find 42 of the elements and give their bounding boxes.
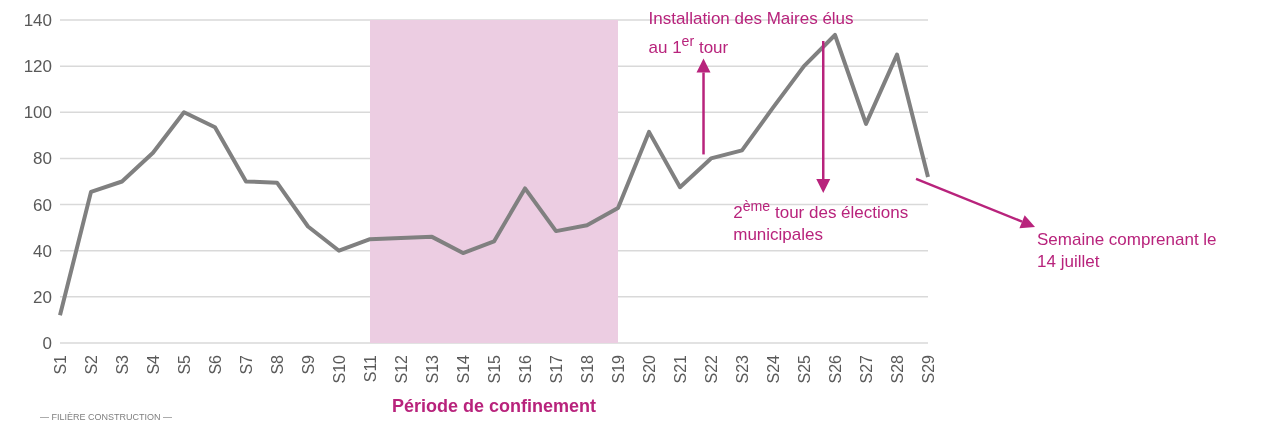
x-tick-label: S23	[733, 354, 751, 384]
x-tick-label: S2	[82, 354, 100, 375]
x-tick-label: S20	[640, 354, 658, 384]
x-tick-label: S15	[485, 354, 503, 384]
y-tick-label: 20	[33, 287, 52, 307]
x-tick-label: S21	[671, 354, 689, 384]
y-tick-label: 40	[33, 241, 52, 261]
y-tick-label: 100	[23, 103, 52, 123]
x-tick-label: S22	[702, 354, 720, 384]
band-label: Période de confinement	[390, 396, 597, 417]
x-tick-label: S28	[888, 354, 906, 384]
x-tick-label: S25	[795, 354, 813, 384]
x-tick-label: S19	[609, 354, 627, 384]
x-tick-label: S10	[330, 354, 348, 384]
x-tick-label: S27	[857, 354, 875, 384]
x-tick-label: S1	[51, 354, 69, 375]
x-tick-label: S3	[113, 354, 131, 375]
x-tick-label: S24	[764, 354, 782, 384]
x-tick-label: S26	[826, 354, 844, 384]
x-tick-label: S7	[237, 354, 255, 375]
x-tick-label: S8	[268, 354, 286, 375]
annotation: 2$^{ème}$ tour des élections municipales	[733, 197, 910, 246]
x-tick-label: S17	[547, 354, 565, 384]
x-tick-label: S12	[392, 354, 410, 384]
y-tick-label: 80	[33, 149, 52, 169]
y-tick-label: 120	[23, 57, 52, 77]
x-tick-label: S9	[299, 354, 317, 375]
text: — FILIÈRE CONSTRUCTION —	[40, 412, 173, 422]
x-tick-label: S16	[516, 354, 534, 384]
y-tick-label: 0	[42, 334, 52, 354]
x-tick-label: S6	[206, 354, 224, 375]
x-tick-label: S4	[144, 354, 162, 375]
text: Semaine comprenant le 14 juillet	[1037, 228, 1218, 273]
x-tick-label: S5	[175, 354, 193, 375]
y-tick-label: 140	[23, 11, 52, 31]
x-tick-label: S11	[361, 354, 379, 383]
y-tick-label: 60	[33, 195, 52, 215]
x-tick-label: S13	[423, 354, 441, 384]
x-tick-label: S29	[919, 354, 937, 384]
annotation: Installation des Maires élus au 1$^{er}$ tour	[648, 8, 855, 59]
x-tick-label: S14	[454, 354, 472, 384]
x-tick-label: S18	[578, 354, 596, 384]
